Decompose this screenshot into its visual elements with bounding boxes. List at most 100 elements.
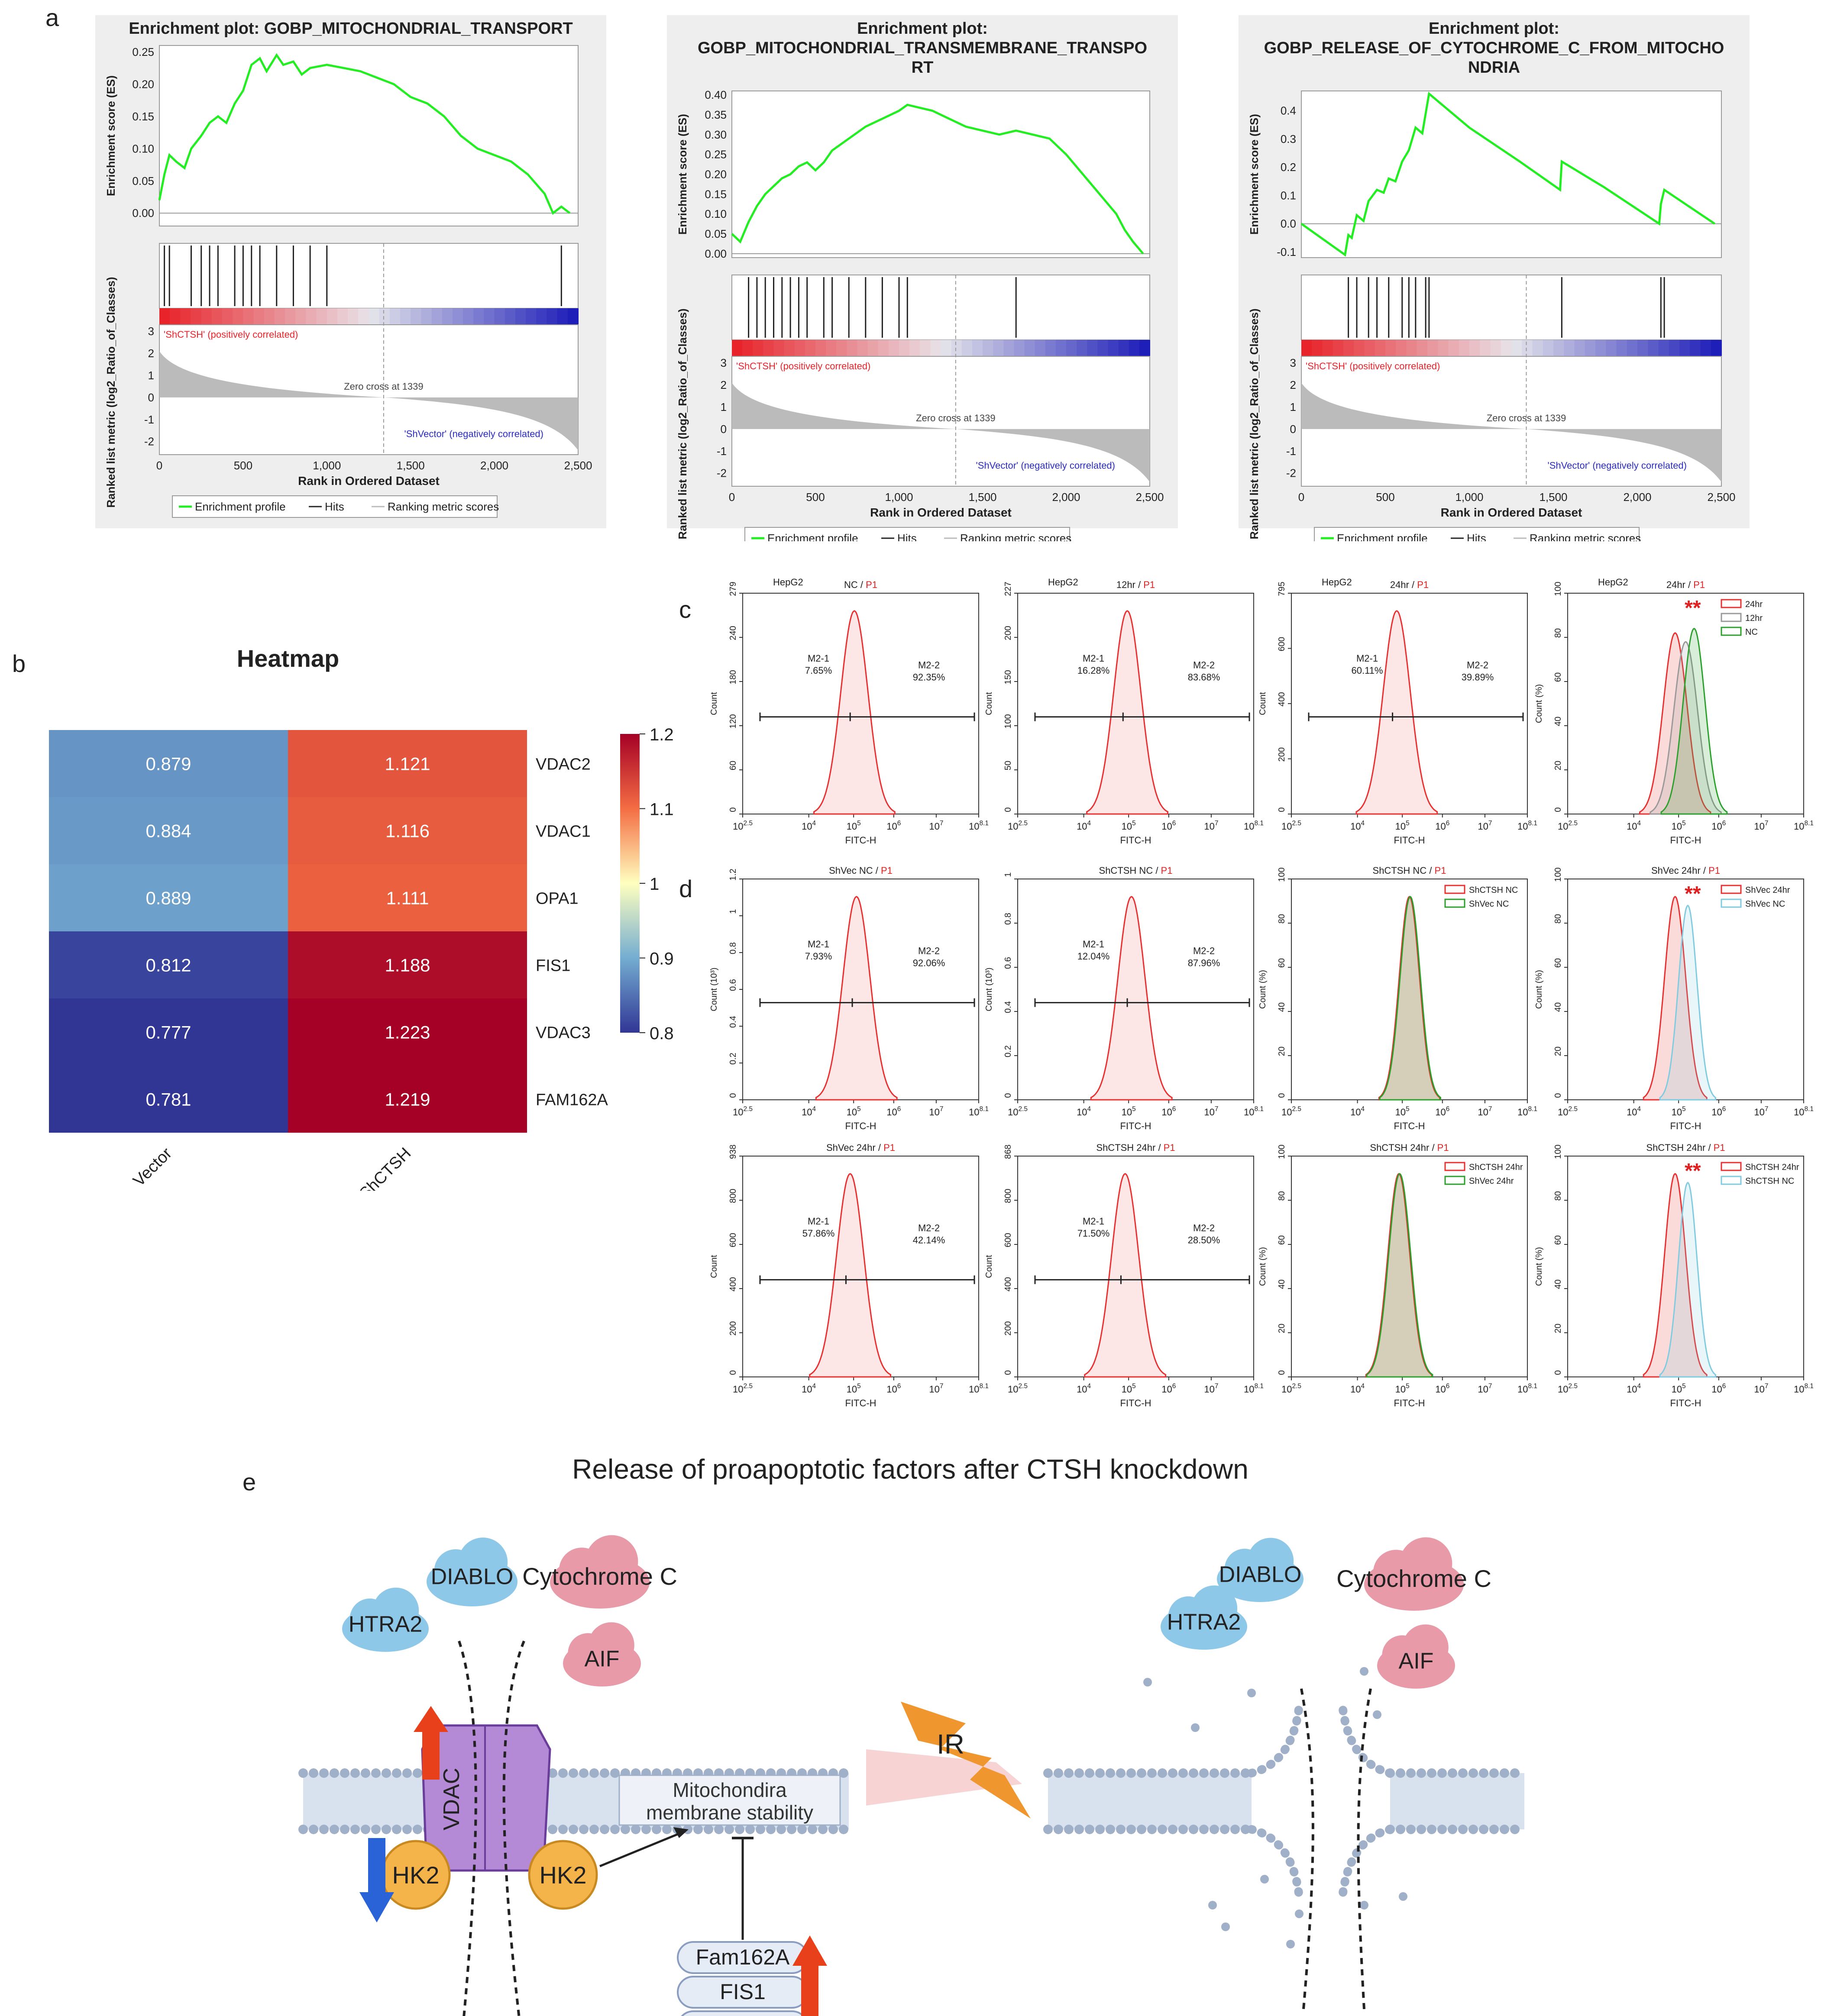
lipid-head [371, 1825, 381, 1834]
gsea-title: GOBP_RELEASE_OF_CYTOCHROME_C_FROM_MITOCH… [1264, 39, 1724, 57]
x-tick-label: 2,500 [1135, 491, 1164, 504]
legend-label: Hits [1467, 532, 1486, 541]
lipid-head [1230, 1825, 1240, 1834]
legend-swatch [1721, 1176, 1741, 1184]
gate-m1-value: 12.04% [1077, 951, 1110, 962]
gate-m2-label: M2-2 [918, 1222, 940, 1233]
lipid-head [725, 1825, 734, 1834]
x-tick-label: 106 [1161, 820, 1176, 832]
rank-color-segment [784, 340, 795, 356]
x-tick-label: 2,000 [480, 459, 508, 472]
lipid-head [631, 1825, 640, 1834]
rank-color-segment [1312, 340, 1323, 356]
x-tick-label: 106 [1711, 1383, 1726, 1395]
rank-color-segment [1119, 340, 1129, 356]
gsea-title: Enrichment plot: [857, 19, 988, 38]
rank-color-segment [774, 340, 785, 356]
gate-m2-label: M2-2 [1193, 945, 1215, 956]
rank-color-segment [1617, 340, 1627, 356]
lipid-head [1458, 1768, 1468, 1778]
legend-label: ShCTSH NC [1469, 885, 1518, 895]
rank-color-segment [836, 340, 847, 356]
cloud-label: Cytochrome C [1336, 1565, 1491, 1592]
y-tick-label: 200 [728, 1321, 738, 1335]
gate-m2-label: M2-2 [1193, 659, 1215, 670]
heatmap-col-label: ShCTSH [356, 1144, 415, 1191]
x-tick-label: 104 [1077, 820, 1091, 832]
gate-m1-value: 7.65% [805, 665, 832, 676]
colorbar [620, 734, 640, 1033]
rank-color-segment [1701, 340, 1711, 356]
rank-color-segment [159, 308, 170, 325]
rank-color-segment [868, 340, 879, 356]
x-tick-label: 1,500 [1539, 491, 1567, 504]
pos-label: 'ShCTSH' (positively correlated) [164, 329, 298, 340]
flow-title: ShCTSH NC / P1 [1099, 865, 1173, 876]
x-tick-label: 105 [1672, 820, 1686, 832]
gate-m2-label: M2-2 [918, 659, 940, 670]
neg-label: 'ShVector' (negatively correlated) [404, 429, 543, 439]
y-axis-label: Count [709, 692, 719, 715]
x-tick-label: 102.5 [1281, 1105, 1301, 1118]
legend-swatch [1445, 885, 1465, 893]
gate-m1-label: M2-1 [1083, 939, 1104, 950]
x-tick-label: 102.5 [1008, 1383, 1028, 1395]
lipid-head [558, 1768, 568, 1778]
rank-color-segment [547, 308, 557, 325]
y-tick-label: 0.6 [728, 979, 738, 991]
y-tick-label: 80 [1553, 1191, 1563, 1201]
y-tick-label: 0 [1277, 1370, 1287, 1375]
lipid-head [1137, 1825, 1146, 1834]
rank-color-segment [1385, 340, 1396, 356]
y-tick-label: 400 [728, 1277, 738, 1291]
lipid-head [745, 1825, 755, 1834]
x-axis-label: Rank in Ordered Dataset [298, 474, 440, 488]
es-tick-label: 0.00 [132, 207, 154, 220]
x-tick-label: 102.5 [1008, 820, 1028, 832]
gate-m2-label: M2-2 [1467, 659, 1488, 670]
gsea-title: RT [912, 58, 934, 77]
lipid-head [1406, 1768, 1416, 1778]
metric-tick-label: -2 [717, 467, 727, 480]
lipid-head [1178, 1768, 1188, 1778]
y-tick-label: 40 [1553, 1002, 1563, 1012]
flow-title: 24hr / P1 [1390, 579, 1429, 590]
stability-line-2: membrane stability [646, 1801, 813, 1824]
es-ylabel: Enrichment score (ES) [676, 114, 689, 235]
lipid-head [1468, 1768, 1478, 1778]
lipid-head [787, 1825, 796, 1834]
release-path [1301, 1689, 1313, 2009]
flow-d-6: 868 800 600 400 200 0 Count 102.5 104 105 106 107 10… [984, 1142, 1264, 1409]
x-tick-label: 104 [1627, 1105, 1641, 1118]
y-tick-label: 0 [1553, 1093, 1563, 1098]
y-tick-label: 0 [1277, 807, 1287, 812]
flow-title: 24hr / P1 [1666, 579, 1705, 590]
rank-color-segment [1333, 340, 1344, 356]
lipid-head [392, 1768, 401, 1778]
flow-c-4: 100806040200Count (%)102.5 104 105 106 107 10… [1534, 577, 1814, 846]
x-tick-label: 108.1 [1517, 1105, 1537, 1118]
lipid-head [1458, 1825, 1468, 1834]
rank-color-segment [463, 308, 474, 325]
lipid-head [610, 1825, 620, 1834]
metric-tick-label: -1 [717, 445, 727, 458]
pos-label: 'ShCTSH' (positively correlated) [736, 361, 870, 372]
rank-color-segment [899, 340, 910, 356]
flow-title: ShCTSH 24hr / P1 [1096, 1142, 1175, 1153]
lipid-head [1074, 1768, 1084, 1778]
lipid-head [1417, 1768, 1426, 1778]
rank-color-segment [941, 340, 952, 356]
y-tick-label: 100 [1553, 867, 1563, 882]
cloud-label: AIF [585, 1646, 620, 1671]
metric-tick-label: -2 [1286, 467, 1296, 480]
x-tick-label: 105 [1395, 1105, 1410, 1118]
lipid-head [330, 1768, 339, 1778]
y-tick-label: 600 [1277, 637, 1287, 651]
heatmap-cell-value: 1.219 [385, 1089, 430, 1110]
legend-label: 24hr [1745, 600, 1763, 609]
lipid-head [340, 1768, 349, 1778]
rank-color-segment [233, 308, 243, 325]
lipid-head [1178, 1825, 1188, 1834]
histogram-curve [810, 1174, 891, 1377]
pore-edge [1252, 1829, 1299, 1896]
